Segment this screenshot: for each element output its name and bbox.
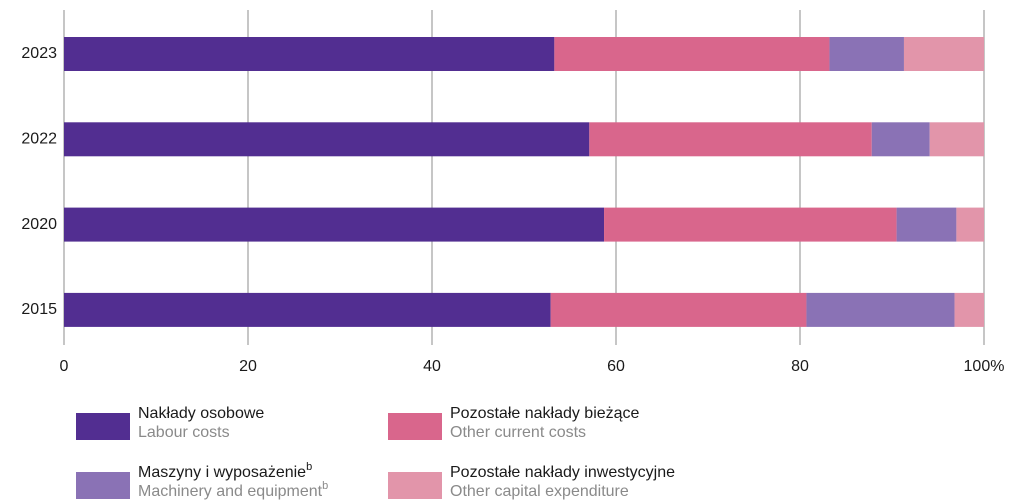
bar-segment [903, 37, 984, 71]
legend-label: Nakłady osobowe [138, 405, 264, 422]
bar-segment [64, 122, 590, 157]
bar-segment [954, 292, 984, 327]
y-tick-label: 2022 [21, 131, 57, 148]
bar-segment [64, 37, 555, 71]
bar-segment [956, 207, 984, 242]
legend-name: Nakłady osobowe [138, 405, 264, 422]
legend-label-en: Machinery and equipmentb [138, 480, 328, 500]
legend-swatch [388, 472, 442, 499]
x-tick-label: 40 [423, 358, 441, 375]
legend-label-en: Other capital expenditure [450, 483, 629, 500]
bar-segment [604, 207, 897, 242]
legend-swatch [388, 413, 442, 440]
legend-label-en: Other current costs [450, 424, 586, 441]
bar-segment [929, 122, 984, 157]
legend-footnote-en: b [322, 480, 328, 492]
legend-name-en: Machinery and equipment [138, 483, 323, 500]
y-tick-label: 2023 [21, 45, 57, 62]
legend-swatch [76, 472, 130, 499]
legend-label: Pozostałe nakłady inwestycyjne [450, 464, 675, 481]
bar-segment [589, 122, 872, 157]
legend-name-en: Other current costs [450, 424, 586, 441]
legend-name-en: Other capital expenditure [450, 483, 629, 500]
bar-segment [64, 292, 551, 327]
legend-label: Pozostałe nakłady bieżące [450, 405, 640, 422]
legend-label: Maszyny i wyposażenieb [138, 461, 312, 481]
x-tick-label: 0 [60, 358, 69, 375]
y-tick-label: 2020 [21, 216, 57, 233]
legend-label-en: Labour costs [138, 424, 230, 441]
bar-segment [829, 37, 904, 71]
y-tick-label: 2015 [21, 301, 57, 318]
bar-segment [554, 37, 830, 71]
bar-segment [550, 292, 807, 327]
legend-name-en: Labour costs [138, 424, 230, 441]
legend-name: Maszyny i wyposażenie [138, 464, 306, 481]
legend-swatch [76, 413, 130, 440]
x-tick-label: 80 [791, 358, 809, 375]
legend-footnote: b [306, 461, 312, 473]
bar-segment [871, 122, 930, 157]
bar-segment [64, 207, 605, 242]
bar-segment [896, 207, 957, 242]
x-tick-label: 100% [964, 358, 1005, 375]
bar-segment [806, 292, 955, 327]
x-tick-label: 60 [607, 358, 625, 375]
legend-name: Pozostałe nakłady bieżące [450, 405, 640, 422]
legend-name: Pozostałe nakłady inwestycyjne [450, 464, 675, 481]
x-tick-label: 20 [239, 358, 257, 375]
